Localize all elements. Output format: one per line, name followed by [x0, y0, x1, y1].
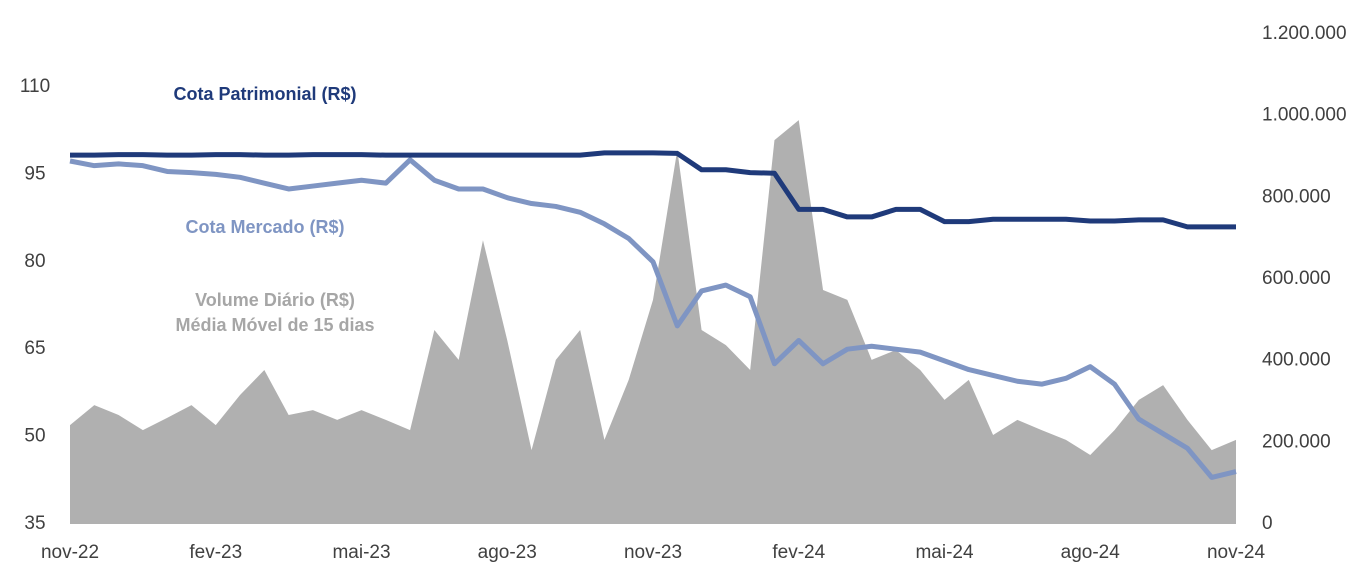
- x-tick-label: nov-24: [1207, 542, 1266, 563]
- y-tick-label: 95: [24, 163, 45, 184]
- y2-tick-label: 400.000: [1262, 350, 1331, 371]
- x-tick-label: ago-23: [478, 542, 537, 563]
- x-tick-label: mai-23: [332, 542, 390, 563]
- x-tick-label: fev-23: [189, 542, 242, 563]
- y2-tick-label: 600.000: [1262, 268, 1331, 289]
- x-tick-label: nov-23: [624, 542, 682, 563]
- x-tick-label: mai-24: [915, 542, 974, 563]
- volume-area: [70, 120, 1236, 525]
- series-label: Volume Diário (R$): [195, 290, 355, 310]
- y-tick-label: 50: [24, 426, 45, 447]
- y2-tick-label: 200.000: [1262, 431, 1331, 452]
- series-line: [69, 157, 1237, 480]
- y2-tick-label: 800.000: [1262, 186, 1331, 207]
- y-tick-label: 65: [24, 338, 45, 359]
- series-line: [70, 150, 1236, 230]
- series-label: Cota Patrimonial (R$): [173, 84, 356, 104]
- y2-tick-label: 1.200.000: [1262, 23, 1347, 44]
- y2-tick-label: 1.000.000: [1262, 105, 1347, 126]
- x-tick-label: ago-24: [1061, 542, 1121, 563]
- y-tick-label: 35: [24, 513, 45, 534]
- x-tick-label: fev-24: [772, 542, 825, 563]
- y2-tick-label: 0: [1262, 513, 1273, 534]
- series-label: Cota Mercado (R$): [185, 217, 344, 237]
- y-tick-label: 80: [24, 251, 45, 272]
- y-tick-label: 110: [20, 76, 50, 97]
- x-tick-label: nov-22: [41, 542, 99, 563]
- annotation: Média Móvel de 15 dias: [175, 315, 374, 335]
